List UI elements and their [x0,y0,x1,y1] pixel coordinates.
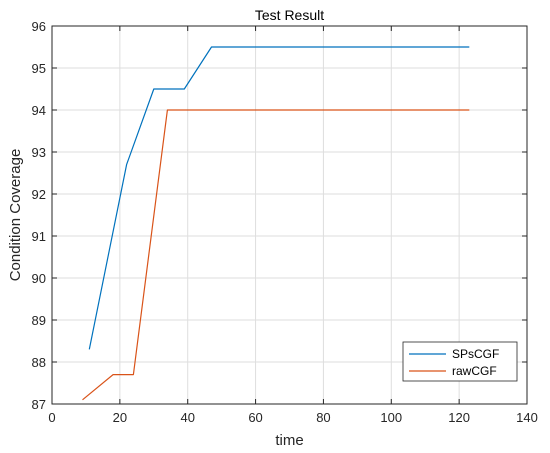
y-tick-label: 91 [32,229,46,244]
y-tick-label: 87 [32,397,46,412]
y-tick-label: 89 [32,313,46,328]
axes-box [51,25,528,405]
y-tick-label: 96 [32,19,46,34]
y-tick-label: 93 [32,145,46,160]
x-tick-label: 80 [316,410,330,425]
x-tick-label: 60 [248,410,262,425]
series-lines [82,46,470,401]
y-tick-label: 94 [32,103,46,118]
plot-area [52,26,527,404]
x-axis-label: time [275,432,303,449]
chart-title: Test Result [255,7,324,23]
legend: SPsCGF rawCGF [402,341,518,382]
series-line-spscgf [88,46,470,350]
x-tick-label: 20 [113,410,127,425]
y-axis-label: Condition Coverage [7,149,24,282]
y-tick-label: 95 [32,61,46,76]
legend-box [402,341,518,382]
x-tick-label: 40 [180,410,194,425]
x-tick-label: 100 [380,410,402,425]
x-tick-label: 120 [448,410,470,425]
legend-label: rawCGF [452,364,497,378]
x-tick-label: 140 [516,410,538,425]
y-tick-label: 88 [32,355,46,370]
y-tick-label: 90 [32,271,46,286]
x-tick-label: 0 [48,410,55,425]
legend-label: SPsCGF [452,347,499,361]
y-tick-label: 92 [32,187,46,202]
axis-ticks: 0 20 40 60 80 100 120 140 87 88 89 90 91 92 93 94 95 96 [32,19,538,425]
series-line-rawcgf [82,109,470,401]
